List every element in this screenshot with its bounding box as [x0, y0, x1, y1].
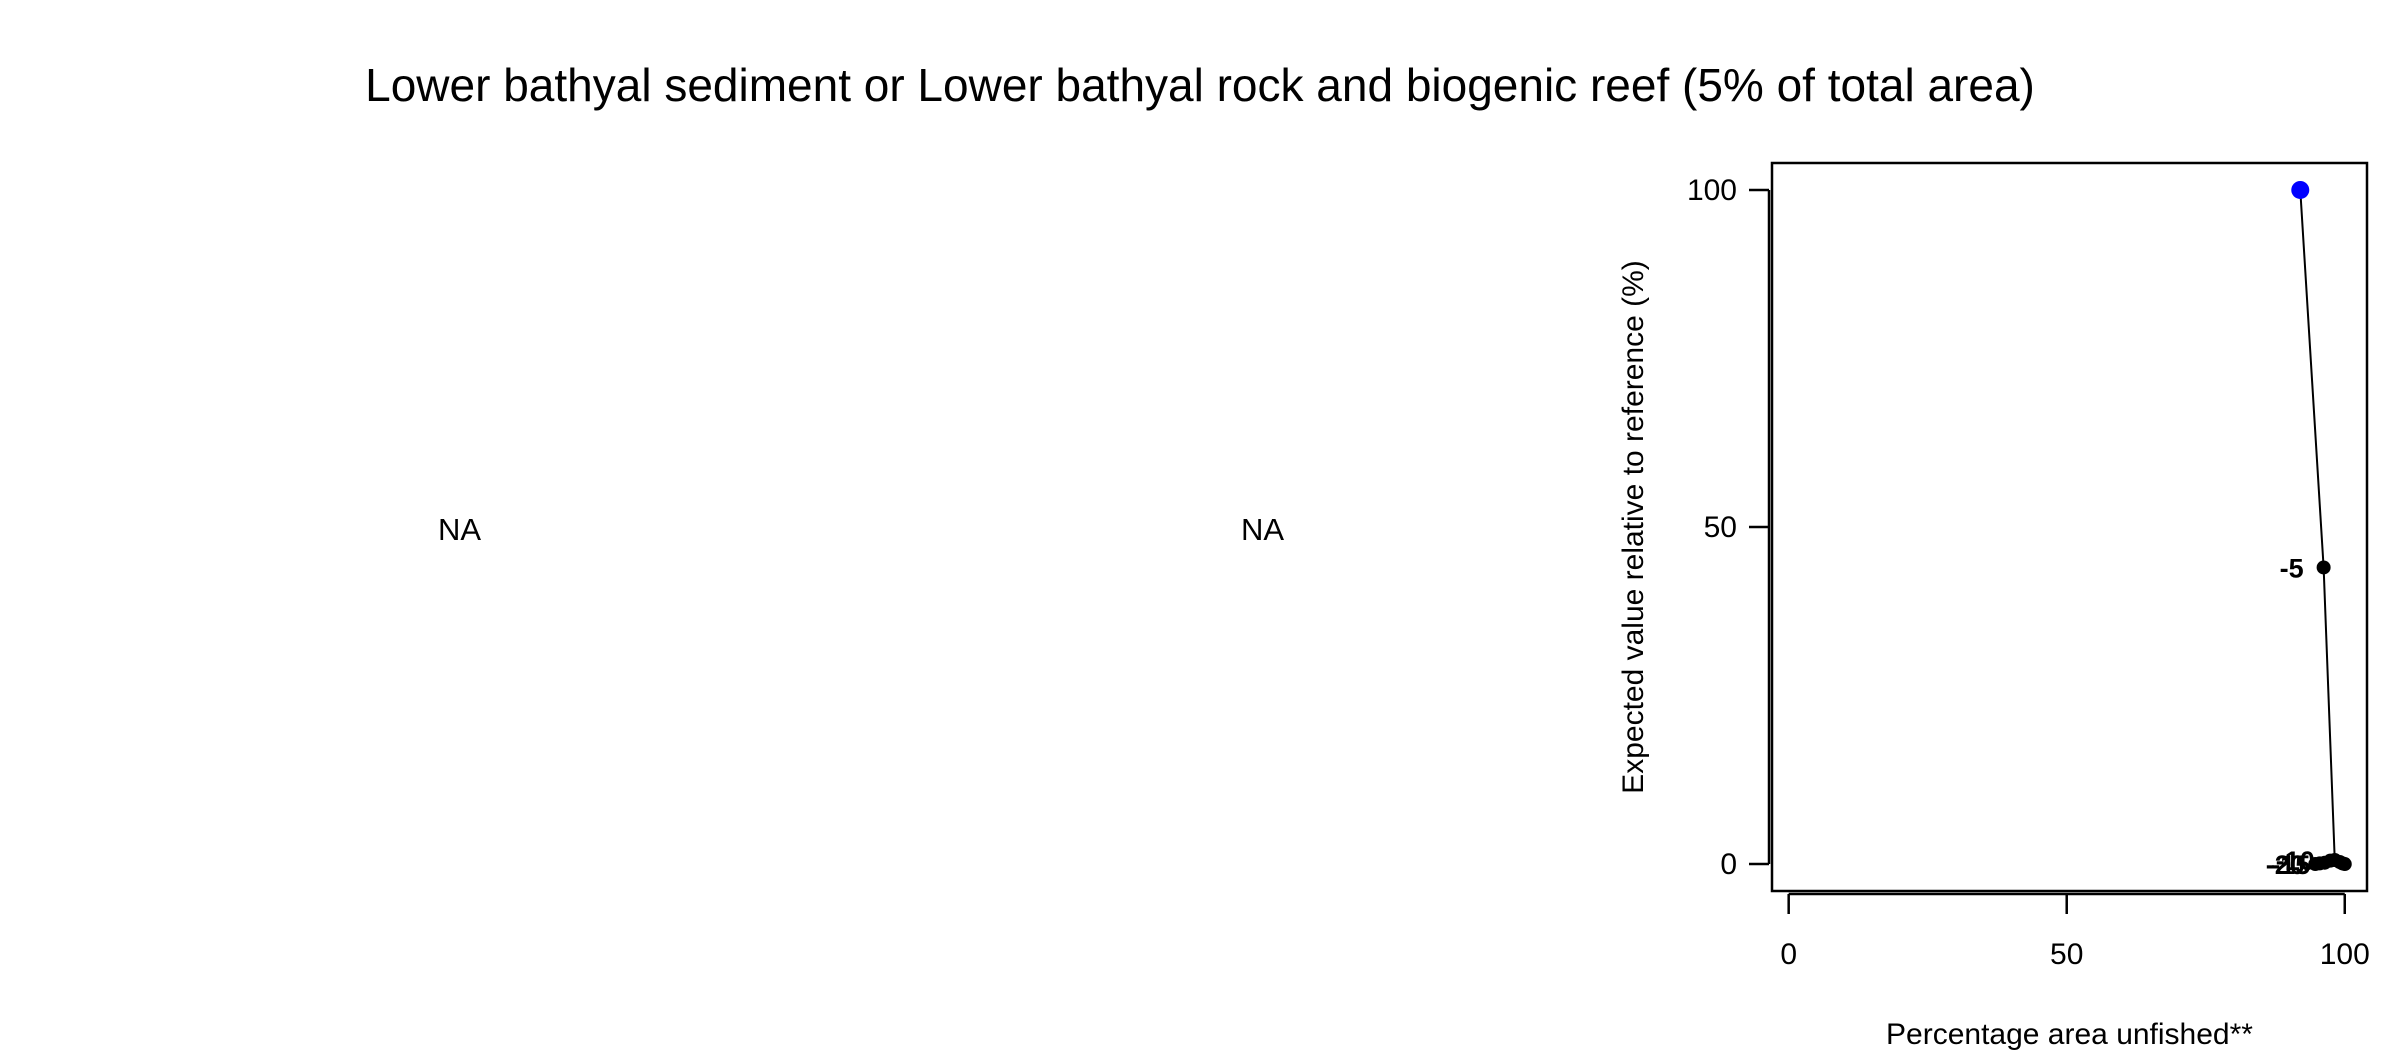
x-tick-label: 0 — [1780, 938, 1797, 971]
point-label: -20 — [2266, 850, 2305, 880]
data-point — [2316, 560, 2331, 575]
point-label: -15 — [2271, 850, 2310, 880]
y-tick-label: 0 — [1720, 848, 1737, 881]
plot-frame — [1770, 161, 2369, 893]
y-axis-label: Expected value relative to reference (%) — [1617, 260, 1650, 794]
point-label: -10 — [2276, 846, 2315, 876]
series-line — [2299, 189, 2346, 866]
x-tick-label: 100 — [2320, 938, 2370, 971]
na-placeholder-left: NA — [438, 512, 482, 547]
chart-title: Lower bathyal sediment or Lower bathyal … — [365, 59, 2035, 111]
highlight-point — [2291, 180, 2310, 199]
point-label: -5 — [2280, 553, 2304, 583]
data-point — [2337, 857, 2352, 872]
na-placeholder-middle: NA — [1241, 512, 1285, 547]
x-tick-label: 50 — [2050, 938, 2083, 971]
x-axis-label: Percentage area unfished** — [1886, 1018, 2253, 1050]
data-point — [2308, 857, 2323, 872]
y-tick-label: 100 — [1687, 174, 1737, 207]
y-tick-label: 50 — [1704, 511, 1737, 544]
